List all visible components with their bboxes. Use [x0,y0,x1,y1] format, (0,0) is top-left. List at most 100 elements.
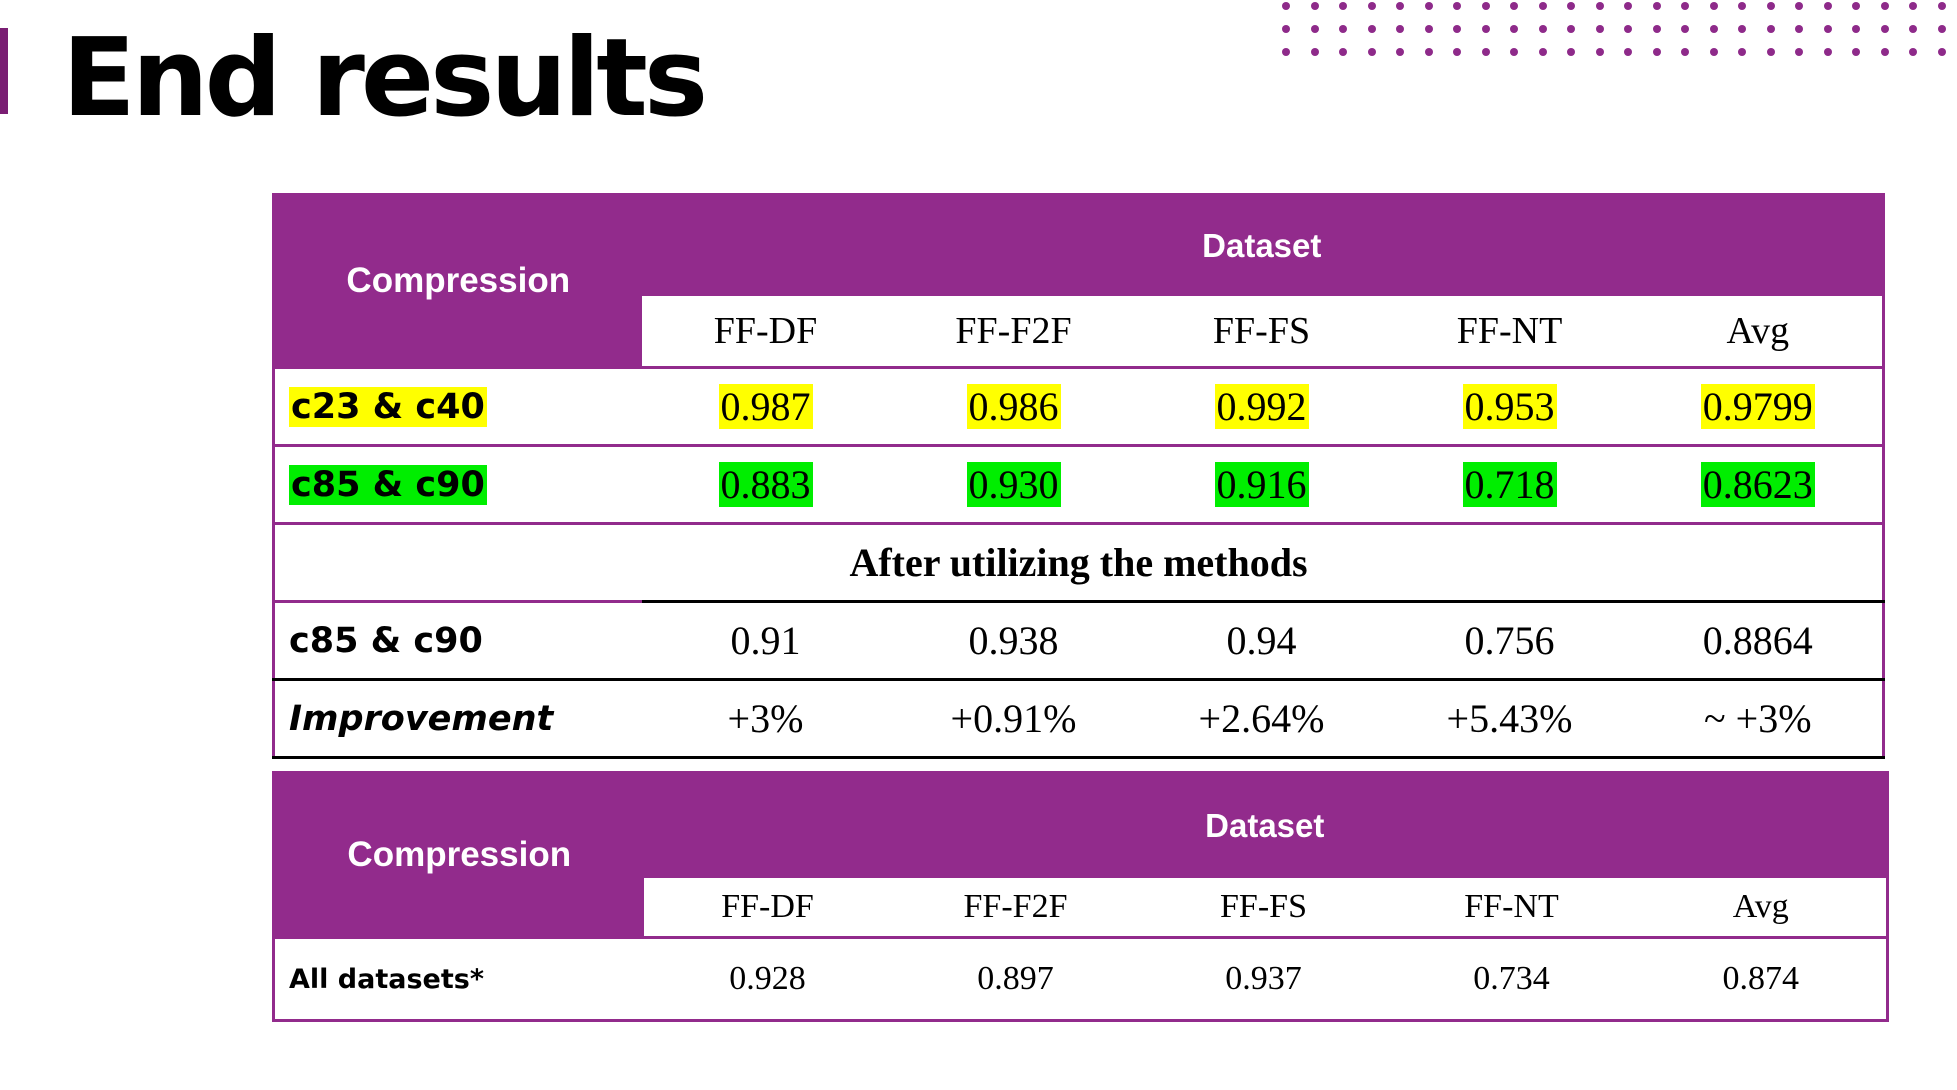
table-cell: 0.930 [966,462,1061,507]
decorative-dot [1880,48,1889,56]
column-header: FF-DF [643,878,892,938]
decorative-dot [1909,48,1917,56]
decorative-dot [1510,48,1518,56]
slide-accent-bar [0,28,8,114]
decorative-dot [1709,48,1718,56]
decorative-dot [1424,48,1433,56]
decorative-dot [1909,25,1917,33]
decorative-dot [1396,2,1404,10]
decorative-dot [1681,48,1689,56]
decorative-dot [1595,48,1604,56]
table-cell: 0.734 [1387,936,1636,1021]
table-cell: 0.897 [891,936,1140,1021]
table-cell: 0.756 [1385,600,1634,680]
slide-title: End results [62,16,708,141]
table-cell: 0.883 [718,462,813,507]
decorative-dot [1738,25,1746,33]
decorative-dot [1709,2,1718,10]
decorative-dot [1367,25,1376,33]
compression-header: Compression [273,194,642,368]
table-cell: 0.874 [1635,936,1888,1021]
table-cell: ~ +3% [1633,678,1884,758]
decorative-dot [1310,48,1319,56]
row-label: All datasets* [273,936,644,1021]
decorative-dot [1766,25,1775,33]
table-cell: 0.9799 [1700,384,1815,429]
decorative-dot [1766,48,1775,56]
decorative-dot [1937,2,1946,10]
table-row: c85 & c90 0.91 0.938 0.94 0.756 0.8864 [273,600,1884,680]
table-cell: 0.937 [1139,936,1388,1021]
dataset-header: Dataset [641,194,1884,296]
decorative-dot [1937,25,1946,33]
decorative-dot [1738,48,1746,56]
decorative-dot [1880,25,1889,33]
decorative-dot [1310,25,1319,33]
decorative-dot [1481,25,1490,33]
table-cell: 0.987 [718,384,813,429]
decorative-dot [1510,25,1518,33]
decorative-dot [1681,25,1689,33]
column-header: FF-FS [1139,878,1388,938]
row-label: c85 & c90 [273,600,642,680]
table-cell: 0.8864 [1633,600,1884,680]
table-cell: 0.992 [1214,384,1309,429]
column-header: Avg [1635,878,1888,938]
decorative-dot [1310,2,1319,10]
decorative-dot [1823,25,1832,33]
decorative-dot-grid [1282,2,1952,58]
table-row: Improvement +3% +0.91% +2.64% +5.43% ~ +… [273,678,1884,758]
decorative-dot [1852,48,1860,56]
section-label: After utilizing the methods [273,522,1884,602]
decorative-dot [1282,25,1290,33]
compression-header: Compression [273,772,644,938]
decorative-dot [1852,25,1860,33]
decorative-dot [1652,48,1661,56]
decorative-dot [1481,2,1490,10]
table-cell: 0.928 [643,936,892,1021]
decorative-dot [1766,2,1775,10]
decorative-dot [1652,25,1661,33]
decorative-dot [1852,2,1860,10]
decorative-dot [1339,48,1347,56]
decorative-dot [1282,48,1290,56]
table-row: All datasets* 0.928 0.897 0.937 0.734 0.… [273,936,1888,1021]
results-table-all-datasets: Compression Dataset FF-DF FF-F2F FF-FS F… [272,771,1890,1022]
column-header: FF-F2F [891,878,1140,938]
table-row: c23 & c40 0.987 0.986 0.992 0.953 0.9799 [273,366,1884,446]
decorative-dot [1367,48,1376,56]
table-cell: +3% [641,678,890,758]
decorative-dot [1567,48,1575,56]
decorative-dot [1396,25,1404,33]
decorative-dot [1339,25,1347,33]
results-table-main: Compression Dataset FF-DF FF-F2F FF-FS F… [272,193,1886,759]
decorative-dot [1481,48,1490,56]
decorative-dot [1795,2,1803,10]
column-header: FF-DF [641,296,890,368]
table-cell: 0.986 [966,384,1061,429]
table-row: c85 & c90 0.883 0.930 0.916 0.718 0.8623 [273,444,1884,524]
decorative-dot [1424,2,1433,10]
decorative-dot [1396,48,1404,56]
decorative-dot [1453,2,1461,10]
decorative-dot [1880,2,1889,10]
table-cell: +2.64% [1137,678,1386,758]
decorative-dot [1823,2,1832,10]
decorative-dot [1652,2,1661,10]
column-header: FF-NT [1385,296,1634,368]
decorative-dot [1538,48,1547,56]
decorative-dot [1567,25,1575,33]
row-label: c23 & c40 [289,386,487,427]
column-header: FF-NT [1387,878,1636,938]
decorative-dot [1453,48,1461,56]
table-cell: 0.8623 [1700,462,1815,507]
decorative-dot [1681,2,1689,10]
decorative-dot [1795,25,1803,33]
decorative-dot [1624,48,1632,56]
decorative-dot [1937,48,1946,56]
decorative-dot [1538,25,1547,33]
decorative-dot [1738,2,1746,10]
decorative-dot [1624,2,1632,10]
decorative-dot [1709,25,1718,33]
decorative-dot [1823,48,1832,56]
